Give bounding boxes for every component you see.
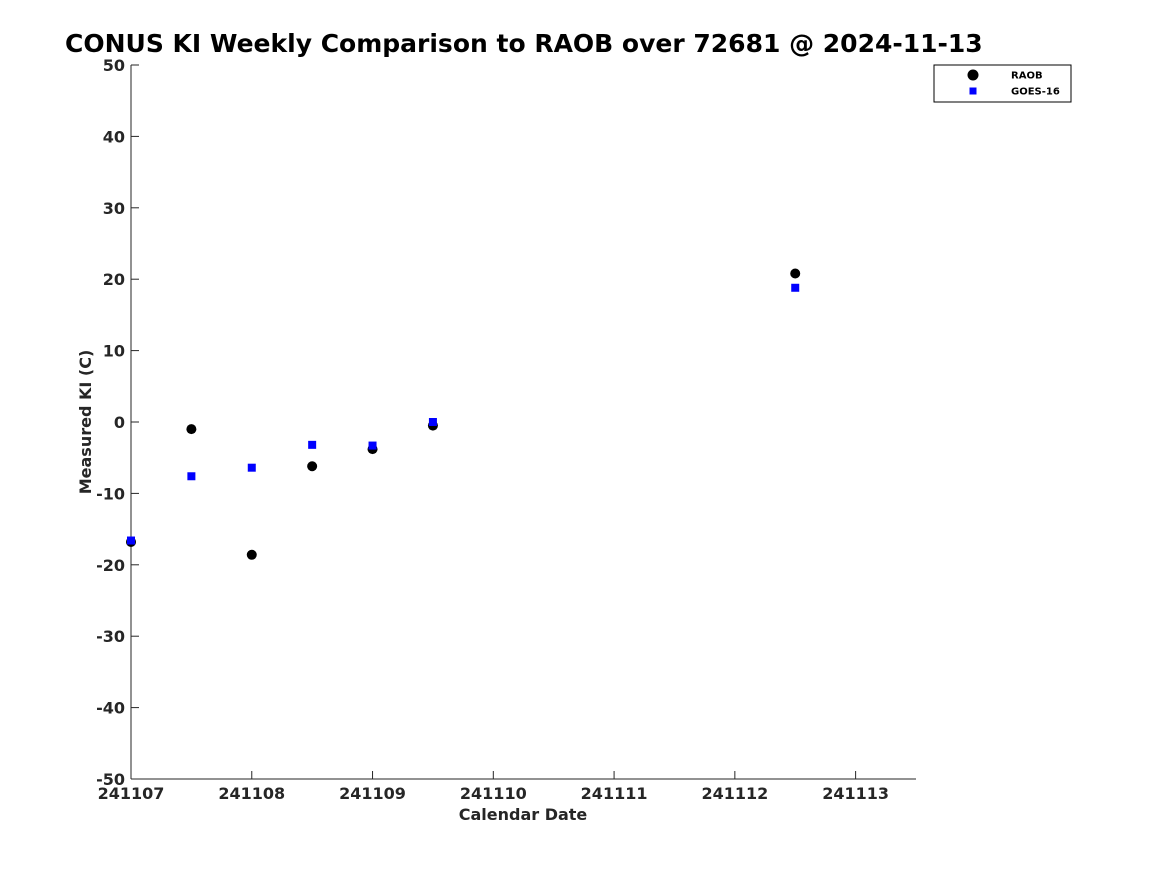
y-tick-label: -30 bbox=[96, 627, 125, 646]
goes-16-legend-marker bbox=[969, 87, 977, 95]
chart-title: CONUS KI Weekly Comparison to RAOB over … bbox=[65, 29, 983, 58]
goes-16-point bbox=[428, 418, 437, 426]
goes-16-point bbox=[247, 463, 256, 472]
x-tick-label: 241113 bbox=[822, 784, 889, 803]
y-tick-label: 0 bbox=[114, 413, 125, 432]
x-tick-label: 241109 bbox=[339, 784, 406, 803]
goes-16-legend-label: GOES-16 bbox=[1011, 87, 1060, 98]
y-tick-label: 10 bbox=[103, 342, 125, 361]
y-tick-label: 30 bbox=[103, 199, 125, 218]
x-tick-label: 241112 bbox=[701, 784, 768, 803]
x-tick-label: 241111 bbox=[581, 784, 648, 803]
raob-point bbox=[307, 461, 318, 472]
x-tick-label: 241110 bbox=[460, 784, 527, 803]
x-tick-label: 241107 bbox=[98, 784, 165, 803]
y-tick-label: -20 bbox=[96, 556, 125, 575]
y-tick-label: 50 bbox=[103, 56, 125, 75]
legend: RAOB GOES-16 bbox=[933, 64, 1072, 103]
plot-axes bbox=[130, 65, 916, 780]
y-axis-label: Measured KI (C) bbox=[76, 350, 95, 495]
raob-point bbox=[790, 268, 801, 279]
y-axis-ticks: -50 -40 -30 -20 -10 0 10 20 30 40 50 bbox=[96, 56, 139, 789]
x-tick-label: 241108 bbox=[218, 784, 285, 803]
goes-16-point bbox=[187, 472, 196, 481]
data-points bbox=[126, 268, 801, 560]
raob-point bbox=[186, 424, 197, 435]
goes-16-point bbox=[791, 283, 800, 292]
y-tick-label: -40 bbox=[96, 699, 125, 718]
raob-legend-marker bbox=[967, 69, 979, 81]
goes-16-point bbox=[308, 440, 317, 449]
y-tick-label: 40 bbox=[103, 127, 125, 146]
x-axis-ticks: 241107 241108 241109 241110 241111 241112 2411… bbox=[98, 771, 889, 803]
y-tick-label: -10 bbox=[96, 484, 125, 503]
raob-legend-label: RAOB bbox=[1011, 71, 1043, 82]
raob-point bbox=[246, 549, 257, 560]
goes-16-point bbox=[368, 441, 377, 450]
x-axis-label: Calendar Date bbox=[459, 805, 588, 824]
legend-box bbox=[933, 64, 1072, 103]
goes-16-point bbox=[127, 536, 135, 545]
y-tick-label: 20 bbox=[103, 270, 125, 289]
y-tick-label: -50 bbox=[96, 770, 125, 789]
